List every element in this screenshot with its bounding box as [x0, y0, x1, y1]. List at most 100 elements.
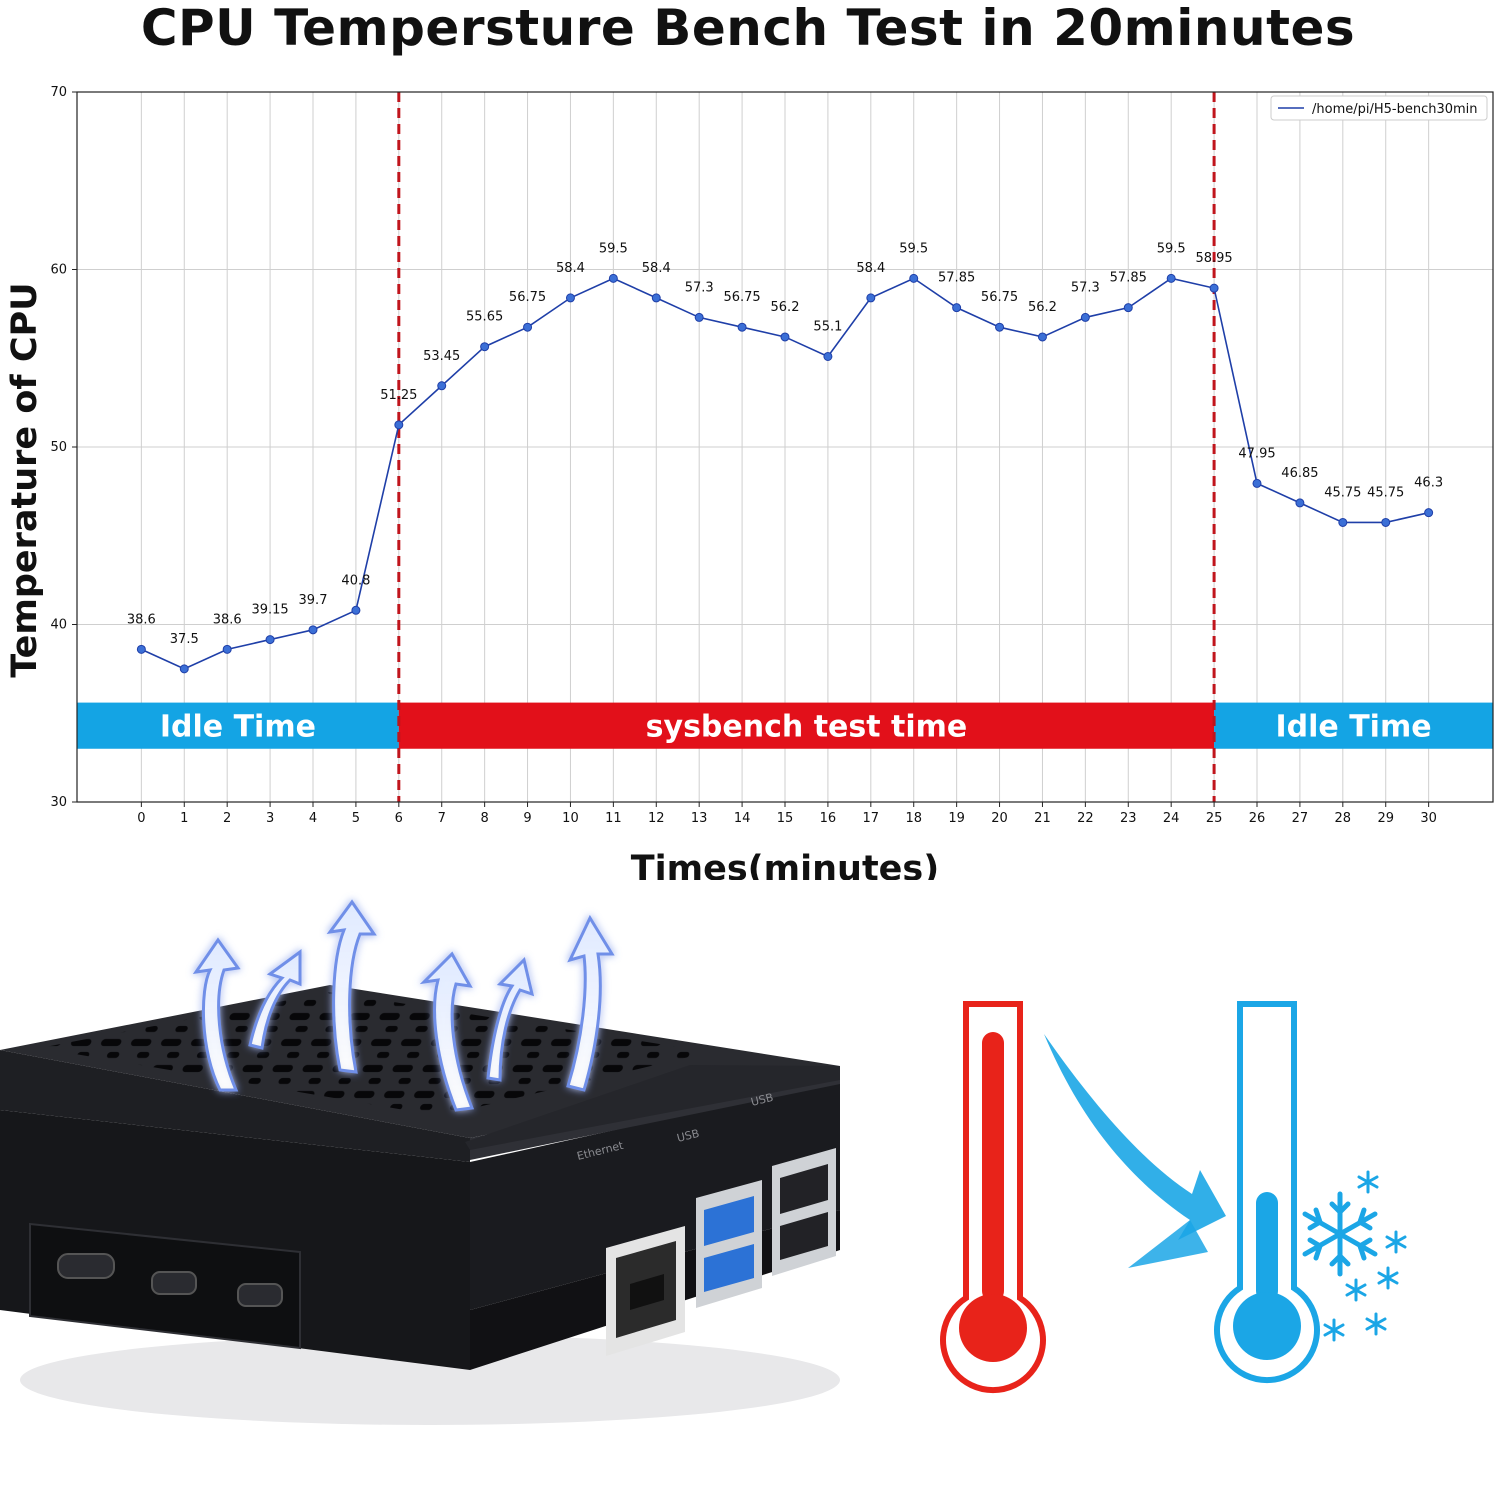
data-label: 59.5	[599, 241, 628, 256]
data-point	[909, 273, 919, 283]
x-tick-label: 25	[1206, 811, 1223, 826]
x-tick-label: 30	[1420, 811, 1437, 826]
data-point	[1295, 498, 1305, 508]
x-tick-label: 5	[352, 811, 360, 826]
x-axis-label: Times(minutes)	[631, 849, 940, 880]
raspberry-pi-case: Ethernet USB USB	[0, 985, 840, 1425]
x-tick-label: 10	[562, 811, 579, 826]
x-tick-label: 2	[223, 811, 231, 826]
phase-band	[77, 702, 399, 749]
x-tick-label: 16	[820, 811, 837, 826]
data-point	[952, 303, 962, 313]
x-tick-label: 24	[1163, 811, 1180, 826]
data-label: 37.5	[170, 632, 199, 647]
data-label: 58.4	[642, 261, 671, 276]
data-label: 59.5	[1157, 241, 1186, 256]
data-point	[1209, 283, 1219, 293]
data-point	[1424, 508, 1434, 518]
data-label: 39.7	[299, 593, 328, 608]
data-point	[308, 625, 318, 635]
data-label: 38.6	[127, 612, 156, 627]
snowflake-icon	[1302, 1170, 1407, 1342]
data-label: 38.6	[213, 612, 242, 627]
x-tick-label: 26	[1249, 811, 1266, 826]
data-point	[780, 332, 790, 342]
data-point	[351, 605, 361, 615]
data-label: 57.3	[1071, 280, 1100, 295]
x-tick-label: 6	[395, 811, 403, 826]
phase-band-label: Idle Time	[1276, 710, 1432, 745]
phase-band-label: Idle Time	[160, 710, 316, 745]
data-label: 53.45	[423, 349, 460, 364]
x-tick-label: 20	[991, 811, 1008, 826]
y-tick-label: 70	[50, 85, 67, 100]
x-tick-label: 21	[1034, 811, 1051, 826]
plot-frame	[76, 91, 1494, 803]
x-tick-label: 0	[137, 811, 145, 826]
x-tick-label: 27	[1292, 811, 1309, 826]
data-label: 56.2	[1028, 300, 1057, 315]
data-point	[565, 293, 575, 303]
heat-arrows-icon	[192, 899, 615, 1112]
data-label: 45.75	[1367, 485, 1404, 500]
data-label: 56.2	[771, 300, 800, 315]
product-illustration: Ethernet USB USB	[0, 899, 1407, 1425]
data-label: 47.95	[1238, 446, 1275, 461]
legend-box	[1270, 95, 1488, 121]
legend-entry: /home/pi/H5-bench30min	[1312, 102, 1478, 117]
data-point	[694, 312, 704, 322]
hot-thermometer-icon	[940, 1001, 1046, 1394]
x-tick-label: 8	[480, 811, 488, 826]
x-tick-label: 3	[266, 811, 274, 826]
data-point	[1381, 517, 1391, 527]
y-tick-label: 30	[50, 795, 67, 810]
phase-band	[398, 702, 1215, 749]
data-point	[523, 322, 533, 332]
y-tick-label: 60	[50, 263, 67, 278]
x-tick-label: 14	[734, 811, 751, 826]
data-point	[179, 664, 189, 674]
data-series: 38.6 37.5 38.6 39.15 39.7 40.8 51.25 53.45 55.65…	[127, 241, 1443, 674]
x-tick-label: 4	[309, 811, 317, 826]
x-tick-label: 7	[438, 811, 446, 826]
data-point	[608, 273, 618, 283]
data-point	[651, 293, 661, 303]
data-label: 55.65	[466, 310, 503, 325]
y-tick-label: 40	[50, 618, 67, 633]
usb-port-label-2: USB	[750, 1091, 775, 1109]
data-point	[823, 351, 833, 361]
data-label: 57.85	[938, 271, 975, 286]
y-tick-label: 50	[50, 440, 67, 455]
data-point	[1123, 303, 1133, 313]
ethernet-port	[606, 1226, 685, 1356]
data-label: 46.85	[1281, 466, 1318, 481]
x-tick-label: 12	[648, 811, 665, 826]
data-label: 46.3	[1414, 476, 1443, 491]
data-label: 56.75	[981, 290, 1018, 305]
data-label: 56.75	[509, 290, 546, 305]
x-tick-label: 23	[1120, 811, 1137, 826]
x-tick-label: 18	[905, 811, 922, 826]
data-label: 57.3	[685, 280, 714, 295]
data-label: 58.4	[556, 261, 585, 276]
data-point	[1166, 273, 1176, 283]
data-point	[1037, 332, 1047, 342]
x-tick-label: 15	[777, 811, 794, 826]
data-point	[995, 322, 1005, 332]
x-tick-label: 1	[180, 811, 188, 826]
x-tick-label: 28	[1335, 811, 1352, 826]
data-point	[866, 293, 876, 303]
data-label: 57.85	[1110, 271, 1147, 286]
x-tick-label: 9	[523, 811, 531, 826]
cooling-arrow-icon	[1044, 1034, 1226, 1268]
data-point	[1338, 517, 1348, 527]
data-point	[136, 644, 146, 654]
data-label: 39.15	[251, 603, 288, 618]
data-label: 45.75	[1324, 485, 1361, 500]
data-point	[1252, 478, 1262, 488]
data-label: 58.4	[856, 261, 885, 276]
phase-band	[1214, 702, 1493, 749]
axis-ticks: 0 1 2 3 4 5 6 7 8 9 10 11 12 13 14 15 16 17 18 19 20 21 22 23 24…	[50, 85, 1436, 826]
data-point	[1080, 312, 1090, 322]
data-label: 58.95	[1195, 251, 1232, 266]
